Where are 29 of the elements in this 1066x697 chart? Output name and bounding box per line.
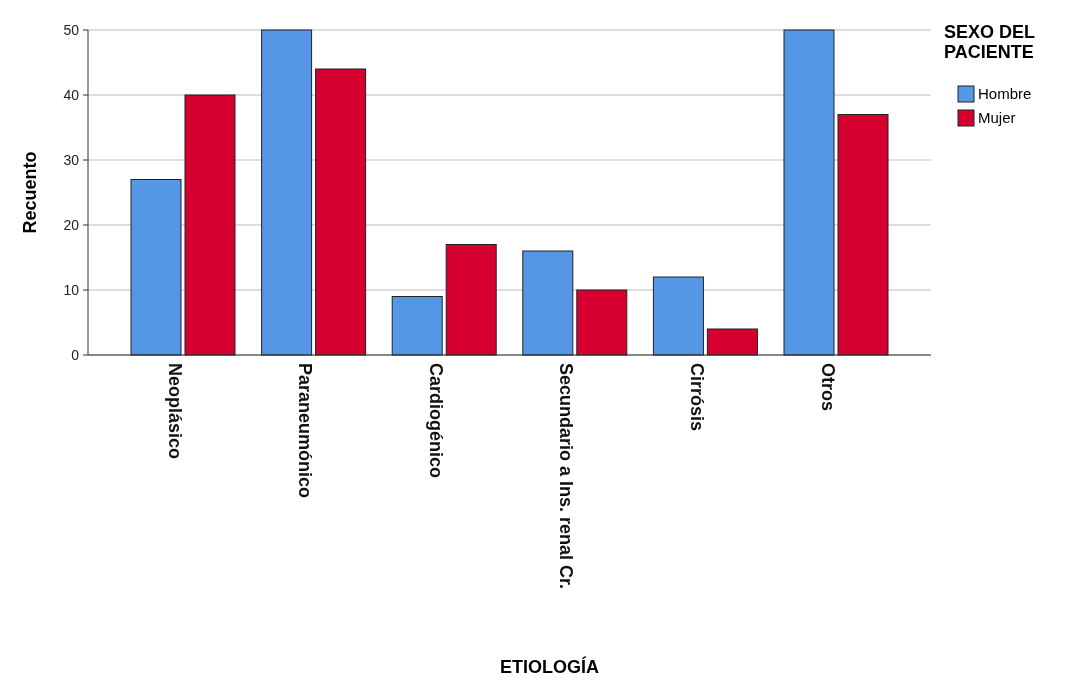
legend-label: Hombre [978, 85, 1032, 103]
bar [652, 276, 704, 356]
x-tick-label: Cardiogénico [425, 363, 446, 479]
bar [522, 250, 574, 356]
x-tick-label: Secundario a Ins. renal Cr. [556, 363, 577, 590]
legend-label: Mujer [978, 109, 1016, 127]
x-axis-title: ETIOLOGÍA [500, 656, 599, 677]
y-tick-label: 0 [71, 346, 80, 363]
bar [315, 68, 367, 356]
bar [261, 29, 313, 356]
y-tick-label: 50 [63, 21, 80, 38]
bar [391, 296, 443, 356]
bar [783, 29, 835, 356]
y-tick-label: 40 [63, 86, 80, 103]
bar [184, 94, 236, 356]
x-tick-label: Cirrósis [687, 363, 708, 432]
bar [576, 289, 628, 356]
x-tick-label: Paraneumónico [295, 363, 316, 499]
bar [837, 114, 889, 356]
legend-title: SEXO DEL PACIENTE [944, 22, 1036, 62]
y-tick-label: 10 [63, 281, 80, 298]
bar [130, 179, 182, 356]
y-axis-title: Recuento [20, 151, 40, 234]
y-tick-label: 30 [63, 151, 80, 168]
x-tick-label: Neoplásico [164, 363, 185, 460]
bar [445, 244, 497, 356]
bar [706, 328, 758, 356]
y-tick-label: 20 [63, 216, 80, 233]
x-tick-label: Otros [817, 363, 838, 412]
